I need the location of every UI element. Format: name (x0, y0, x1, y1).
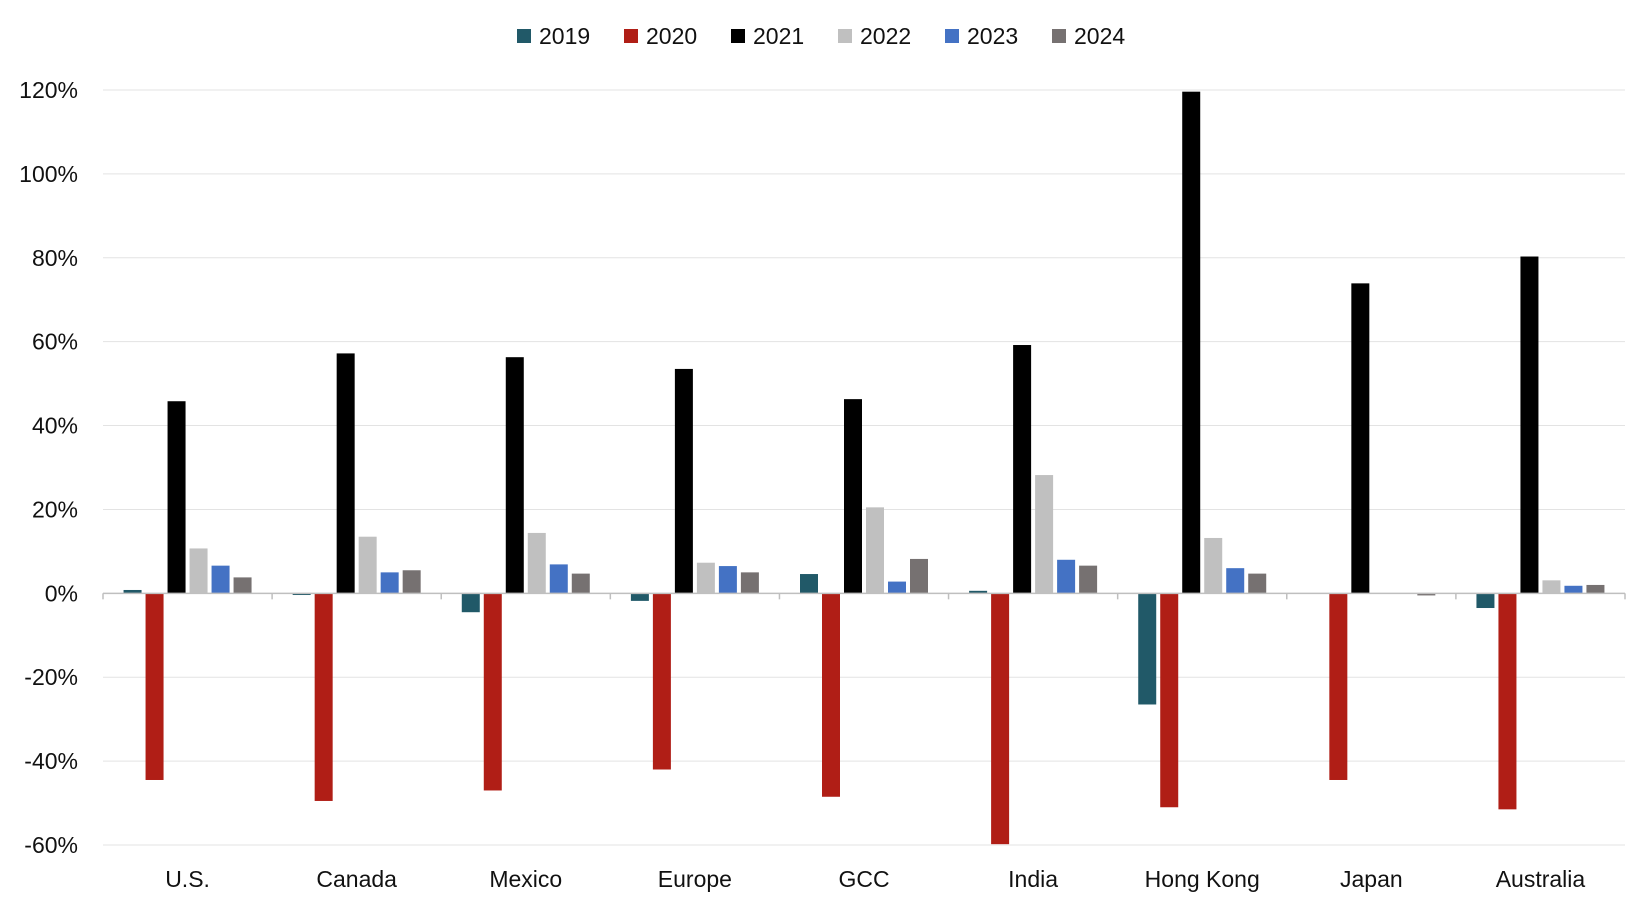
y-tick-label: -20% (24, 664, 78, 690)
bar-2021 (1351, 283, 1370, 594)
legend-item-2024: 2024 (1052, 23, 1125, 49)
y-tick-label: 100% (19, 161, 78, 187)
x-tick-label: Europe (658, 866, 732, 892)
y-tick-label: -40% (24, 748, 78, 774)
legend-label: 2020 (646, 23, 697, 49)
bar-2021 (167, 401, 186, 594)
bar-2023 (888, 581, 906, 594)
legend-item-2023: 2023 (945, 23, 1018, 49)
x-tick-label: U.S. (165, 866, 210, 892)
bar-2024 (571, 573, 590, 594)
legend: 2019 2020 2021 2022 2023 2024 (517, 23, 1125, 49)
legend-label: 2019 (539, 23, 590, 49)
bar-2019 (630, 593, 649, 601)
bar-2020 (1160, 593, 1179, 808)
bar-2021 (844, 399, 862, 594)
bar-2020 (991, 593, 1010, 845)
gridlines (103, 89, 1625, 846)
y-tick-label: 40% (32, 413, 78, 439)
bar-2022 (1542, 580, 1561, 594)
bar-2024 (233, 577, 252, 594)
x-tick-label: Australia (1496, 866, 1586, 892)
legend-item-2021: 2021 (731, 23, 804, 49)
bar-2020 (483, 593, 502, 791)
legend-swatch (1052, 29, 1066, 43)
bar-2021 (674, 368, 693, 594)
bar-2023 (1057, 559, 1076, 594)
bar-2023 (380, 572, 399, 594)
bar-2024 (1586, 584, 1605, 594)
x-tick-label: GCC (838, 866, 889, 892)
bar-2022 (866, 507, 884, 594)
legend-item-2022: 2022 (838, 23, 911, 49)
legend-label: 2021 (753, 23, 804, 49)
bar-2021 (505, 357, 524, 594)
bar-2022 (1035, 475, 1054, 594)
y-tick-label: 120% (19, 77, 78, 103)
bar-2023 (549, 564, 568, 594)
bar-2021 (1182, 91, 1201, 594)
bar-2024 (1417, 593, 1436, 596)
bar-2020 (1498, 593, 1517, 810)
x-tick-label: Canada (316, 866, 397, 892)
bar-2022 (527, 532, 546, 594)
bar-2020 (1329, 593, 1348, 780)
legend-swatch (838, 29, 852, 43)
x-tick-label: India (1008, 866, 1058, 892)
bar-2022 (696, 562, 715, 594)
bar-2024 (402, 570, 421, 594)
bar-2023 (1226, 568, 1245, 594)
legend-item-2019: 2019 (517, 23, 590, 49)
bar-2024 (1248, 573, 1267, 594)
y-tick-label: 20% (32, 496, 78, 522)
bar-2023 (718, 566, 737, 594)
y-tick-label: 60% (32, 329, 78, 355)
bar-2022 (358, 536, 377, 594)
bars (123, 91, 1605, 845)
bar-2024 (910, 558, 928, 594)
y-axis: 120% 100% 80% 60% 40% 20% 0% -20% -40% -60% (19, 77, 78, 858)
bar-2022 (189, 548, 208, 594)
bar-2019 (123, 589, 142, 594)
bar-2020 (314, 593, 333, 801)
bar-2019 (800, 574, 818, 594)
bar-2019 (461, 593, 480, 613)
bar-2024 (740, 572, 759, 594)
bar-2022 (1204, 537, 1223, 594)
bar-2021 (336, 353, 355, 594)
y-tick-label: 0% (45, 580, 78, 606)
bar-2021 (1520, 256, 1539, 594)
bar-2020 (652, 593, 671, 770)
x-axis: U.S. Canada Mexico Europe GCC India Hong Kong J… (102, 592, 1626, 892)
x-tick-label: Mexico (489, 866, 562, 892)
legend-label: 2022 (860, 23, 911, 49)
legend-swatch (731, 29, 745, 43)
legend-swatch (517, 29, 531, 43)
x-tick-label: Japan (1340, 866, 1403, 892)
legend-item-2020: 2020 (624, 23, 697, 49)
bar-2020 (145, 593, 164, 780)
x-tick-label: Hong Kong (1145, 866, 1260, 892)
legend-label: 2023 (967, 23, 1018, 49)
legend-label: 2024 (1074, 23, 1125, 49)
y-tick-label: 80% (32, 245, 78, 271)
bar-2020 (822, 593, 840, 797)
legend-swatch (624, 29, 638, 43)
bar-2019 (292, 593, 311, 596)
y-tick-label: -60% (24, 832, 78, 858)
bar-2019 (1476, 593, 1495, 609)
bar-2023 (1564, 585, 1583, 594)
bar-2021 (1013, 345, 1032, 594)
bar-2024 (1079, 565, 1098, 594)
legend-swatch (945, 29, 959, 43)
bar-2023 (211, 565, 230, 594)
bar-2019 (1138, 593, 1157, 705)
bar-2019 (969, 590, 988, 594)
